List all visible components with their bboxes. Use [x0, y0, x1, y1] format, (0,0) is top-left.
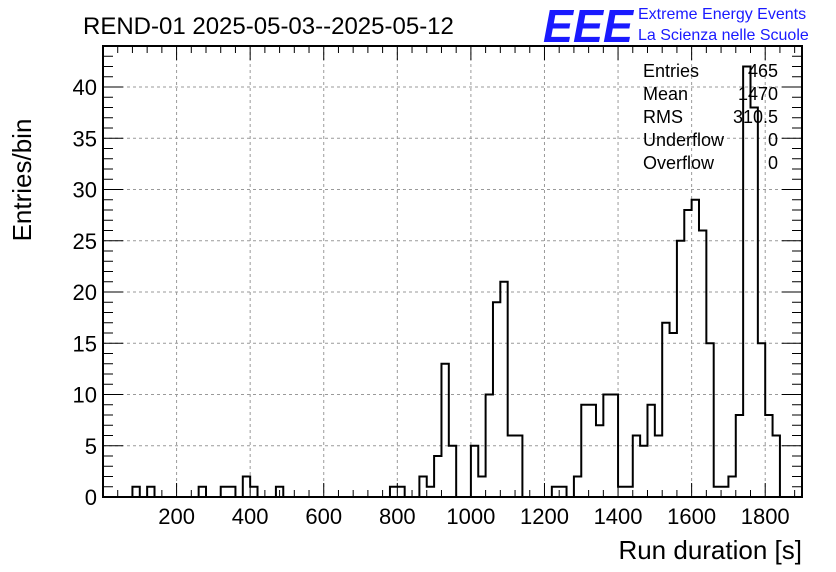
logo-mark: EEE — [543, 0, 634, 52]
stats-label: RMS — [643, 107, 683, 127]
x-axis-label: Run duration [s] — [618, 535, 802, 565]
grid-lines — [103, 46, 802, 497]
x-tick-labels: 200 400 600 800 1000 1200 1400 1600 1800 — [158, 504, 789, 529]
stats-label: Overflow — [643, 153, 715, 173]
y-tick-label: 35 — [73, 126, 97, 151]
stats-value: 465 — [748, 61, 778, 81]
axis-ticks — [103, 45, 802, 498]
y-tick-label: 15 — [73, 331, 97, 356]
y-tick-label: 5 — [85, 434, 97, 459]
y-tick-label: 25 — [73, 229, 97, 254]
x-tick-label: 1600 — [667, 504, 716, 529]
y-tick-label: 30 — [73, 178, 97, 203]
stats-value: 0 — [768, 153, 778, 173]
y-tick-label: 0 — [85, 485, 97, 510]
logo-line2: La Scienza nelle Scuole — [638, 27, 809, 44]
x-tick-label: 1400 — [594, 504, 643, 529]
stats-label: Mean — [643, 84, 688, 104]
x-tick-label: 1000 — [446, 504, 495, 529]
x-tick-label: 400 — [232, 504, 269, 529]
x-tick-label: 200 — [158, 504, 195, 529]
x-tick-label: 1800 — [741, 504, 790, 529]
y-axis-label: Entries/bin — [7, 119, 37, 242]
stats-label: Entries — [643, 61, 699, 81]
stats-box: Entries 465 Mean 1470 RMS 310.5 Underflow 0 Over… — [643, 61, 778, 173]
y-tick-label: 10 — [73, 383, 97, 408]
stats-value: 310.5 — [733, 107, 778, 127]
x-tick-label: 800 — [379, 504, 416, 529]
plot-frame — [102, 45, 803, 498]
y-tick-label: 40 — [73, 75, 97, 100]
stats-value: 0 — [768, 130, 778, 150]
logo: EEE Extreme Energy Events La Scienza nel… — [543, 0, 809, 52]
x-tick-label: 1200 — [520, 504, 569, 529]
stats-value: 1470 — [738, 84, 778, 104]
chart-title: REND-01 2025-05-03--2025-05-12 — [83, 13, 454, 40]
x-tick-label: 600 — [305, 504, 342, 529]
stats-label: Underflow — [643, 130, 725, 150]
logo-line1: Extreme Energy Events — [638, 6, 806, 23]
y-tick-label: 20 — [73, 280, 97, 305]
y-tick-labels: 0 5 10 15 20 25 30 35 40 — [73, 75, 97, 510]
